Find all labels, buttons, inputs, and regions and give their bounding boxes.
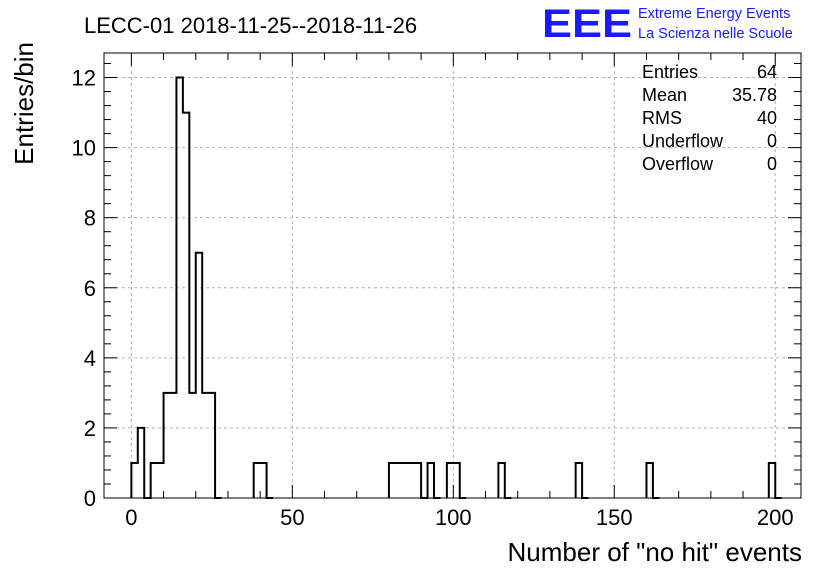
logo-line-2: La Scienza nelle Scuole bbox=[638, 26, 793, 42]
x-tick-label: 150 bbox=[596, 505, 633, 530]
y-tick-label: 10 bbox=[72, 136, 96, 161]
histogram-bin bbox=[170, 393, 176, 498]
chart-title: LECC-01 2018-11-25--2018-11-26 bbox=[84, 13, 417, 38]
x-tick-label: 200 bbox=[757, 505, 794, 530]
stats-box: Entries 64 Mean 35.78 RMS 40 Underflow 0 Overflo… bbox=[642, 62, 777, 174]
histogram-bin bbox=[183, 113, 189, 498]
histogram-bin bbox=[189, 393, 195, 498]
histogram-bin bbox=[447, 463, 453, 498]
histogram-bin bbox=[260, 463, 266, 498]
y-tick-label: 4 bbox=[84, 346, 96, 371]
stat-value: 0 bbox=[767, 131, 777, 151]
stat-value: 40 bbox=[757, 108, 777, 128]
x-axis-label: Number of "no hit" events bbox=[508, 537, 803, 567]
histogram-bin bbox=[415, 463, 421, 498]
stat-label: Overflow bbox=[642, 154, 714, 174]
histogram-outline bbox=[130, 76, 782, 499]
histogram-bin bbox=[395, 463, 401, 498]
histogram-bin bbox=[157, 463, 163, 498]
histogram-bin bbox=[576, 463, 582, 498]
histogram-bin bbox=[151, 463, 157, 498]
stat-value: 0 bbox=[767, 154, 777, 174]
histogram-bin bbox=[209, 393, 215, 498]
x-tick-label: 100 bbox=[435, 505, 472, 530]
y-tick-label: 12 bbox=[72, 66, 96, 91]
histogram-bin bbox=[769, 463, 775, 498]
y-axis: 0 2 4 6 8 10 12 bbox=[72, 63, 801, 511]
histogram-bin bbox=[428, 463, 434, 498]
histogram-bin bbox=[408, 463, 414, 498]
logo-mark: EEE bbox=[542, 2, 632, 46]
histogram-bin bbox=[138, 428, 144, 498]
stat-value: 64 bbox=[757, 62, 777, 82]
histogram-bars bbox=[130, 76, 782, 499]
y-axis-label: Entries/bin bbox=[9, 42, 39, 165]
x-tick-label: 50 bbox=[280, 505, 304, 530]
histogram-bin bbox=[196, 253, 202, 498]
histogram-bin bbox=[453, 463, 459, 498]
stat-label: Mean bbox=[642, 85, 687, 105]
y-tick-label: 6 bbox=[84, 276, 96, 301]
logo-line-1: Extreme Energy Events bbox=[638, 6, 790, 22]
histogram-bin bbox=[176, 78, 182, 498]
histogram-bin bbox=[389, 463, 395, 498]
histogram-bin bbox=[646, 463, 652, 498]
histogram-bin bbox=[498, 463, 504, 498]
y-tick-label: 0 bbox=[84, 486, 96, 511]
histogram-bin bbox=[202, 393, 208, 498]
histogram-bin bbox=[254, 463, 260, 498]
x-axis: 0 50 100 150 200 bbox=[125, 53, 794, 530]
y-tick-label: 8 bbox=[84, 206, 96, 231]
stat-label: Entries bbox=[642, 62, 698, 82]
stat-value: 35.78 bbox=[732, 85, 777, 105]
stat-label: RMS bbox=[642, 108, 682, 128]
plot-frame bbox=[103, 52, 802, 499]
histogram-bin bbox=[402, 463, 408, 498]
y-tick-label: 2 bbox=[84, 416, 96, 441]
histogram-bin bbox=[131, 463, 137, 498]
eee-logo: EEE Extreme Energy Events La Scienza nel… bbox=[542, 2, 793, 46]
histogram-bin bbox=[164, 393, 170, 498]
x-tick-label: 0 bbox=[125, 505, 137, 530]
stat-label: Underflow bbox=[642, 131, 724, 151]
